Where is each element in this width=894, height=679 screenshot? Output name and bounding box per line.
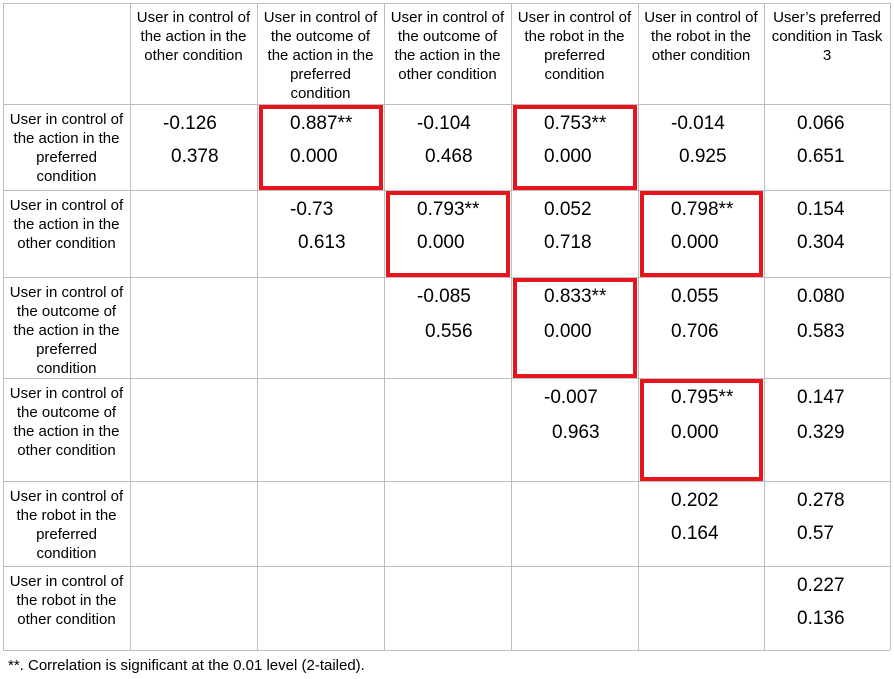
correlation-value: 0.055 — [671, 286, 719, 307]
row-header: User in control of the action in the pre… — [9, 111, 124, 185]
column-header: User in control of the robot in the pref… — [517, 9, 632, 83]
highlight-box — [640, 379, 763, 481]
significance-value: 0.000 — [417, 232, 465, 253]
correlation-value: 0.793** — [417, 199, 480, 220]
significance-value: 0.000 — [671, 232, 719, 253]
correlation-value: 0.154 — [797, 199, 845, 220]
highlight-box — [259, 105, 383, 190]
correlation-value: 0.887** — [290, 113, 353, 134]
row-header: User in control of the outcome of the ac… — [9, 284, 124, 377]
correlation-value: 0.833** — [544, 286, 607, 307]
significance-value: 0.000 — [544, 321, 592, 342]
significance-value: 0.925 — [679, 146, 727, 167]
correlation-value: -0.73 — [290, 199, 334, 220]
correlation-value: 0.202 — [671, 490, 719, 511]
significance-value: 0.000 — [290, 146, 338, 167]
significance-value: 0.57 — [797, 523, 834, 544]
significance-value: 0.329 — [797, 422, 845, 443]
significance-value: 0.613 — [298, 232, 346, 253]
column-header: User in control of the outcome of the ac… — [390, 9, 505, 83]
correlation-value: 0.147 — [797, 387, 845, 408]
significance-value: 0.000 — [671, 422, 719, 443]
correlation-value: -0.085 — [417, 286, 471, 307]
footnote: **. Correlation is significant at the 0.… — [8, 657, 365, 674]
highlight-box — [640, 191, 763, 277]
significance-value: 0.583 — [797, 321, 845, 342]
significance-value: 0.963 — [552, 422, 600, 443]
row-header: User in control of the action in the oth… — [9, 197, 124, 252]
highlight-box — [513, 278, 637, 378]
correlation-value: 0.798** — [671, 199, 734, 220]
correlation-value: 0.278 — [797, 490, 845, 511]
correlation-value: -0.126 — [163, 113, 217, 134]
significance-value: 0.164 — [671, 523, 719, 544]
correlation-value: 0.227 — [797, 575, 845, 596]
significance-value: 0.718 — [544, 232, 592, 253]
correlation-value: 0.795** — [671, 387, 734, 408]
significance-value: 0.706 — [671, 321, 719, 342]
column-header: User in control of the outcome of the ac… — [263, 9, 378, 102]
correlation-value: 0.052 — [544, 199, 592, 220]
correlation-value: 0.066 — [797, 113, 845, 134]
significance-value: 0.468 — [425, 146, 473, 167]
correlation-value: 0.753** — [544, 113, 607, 134]
significance-value: 0.136 — [797, 608, 845, 629]
significance-value: 0.000 — [544, 146, 592, 167]
significance-value: 0.651 — [797, 146, 845, 167]
highlight-box — [513, 105, 637, 190]
correlation-value: 0.080 — [797, 286, 845, 307]
column-header: User in control of the robot in the othe… — [644, 9, 758, 64]
highlight-box — [386, 191, 510, 277]
correlation-value: -0.014 — [671, 113, 725, 134]
row-header: User in control of the robot in the pref… — [9, 488, 124, 562]
column-header: User’s preferred condition in Task 3 — [771, 9, 883, 64]
column-header: User in control of the action in the oth… — [136, 9, 251, 64]
significance-value: 0.304 — [797, 232, 845, 253]
significance-value: 0.378 — [171, 146, 219, 167]
correlation-value: -0.007 — [544, 387, 598, 408]
correlation-value: -0.104 — [417, 113, 471, 134]
row-header: User in control of the robot in the othe… — [9, 573, 124, 628]
significance-value: 0.556 — [425, 321, 473, 342]
row-header: User in control of the outcome of the ac… — [9, 385, 124, 459]
